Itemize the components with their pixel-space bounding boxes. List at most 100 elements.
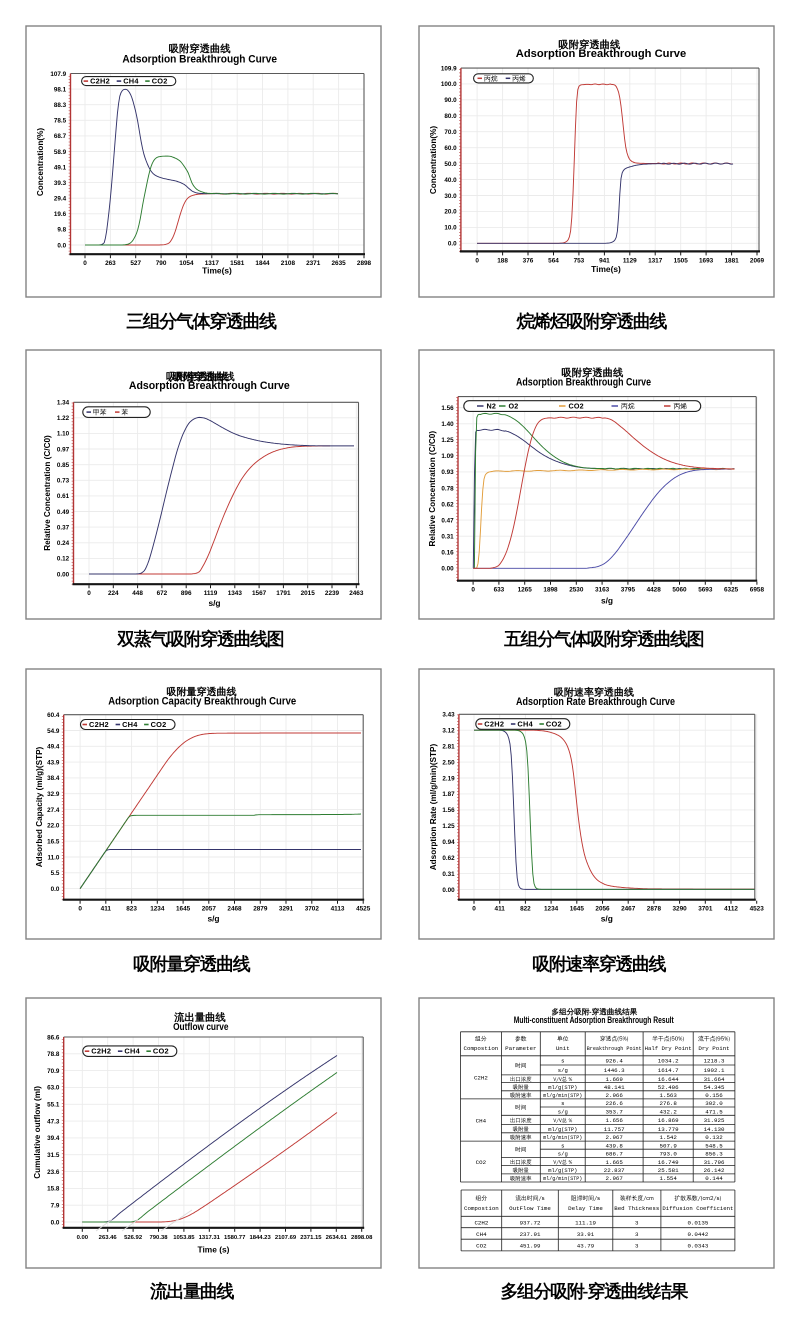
svg-text:1645: 1645	[176, 906, 191, 913]
svg-text:633: 633	[494, 587, 505, 594]
svg-text:1234: 1234	[544, 906, 559, 913]
svg-text:822: 822	[520, 906, 531, 913]
svg-text:98.1: 98.1	[54, 86, 67, 93]
svg-text:2878: 2878	[647, 906, 662, 913]
svg-text:276.8: 276.8	[659, 1100, 677, 1107]
svg-text:32.9: 32.9	[47, 791, 60, 798]
svg-text:s/g: s/g	[601, 914, 613, 924]
svg-text:1581: 1581	[230, 260, 245, 267]
svg-text:0.0442: 0.0442	[687, 1231, 708, 1238]
svg-text:38.4: 38.4	[47, 775, 60, 782]
svg-text:Relative Concentration (C/C0): Relative Concentration (C/C0)	[43, 435, 52, 551]
svg-text:55.1: 55.1	[47, 1102, 60, 1109]
svg-text:1317: 1317	[205, 260, 220, 267]
svg-text:Adsorption Rate Breakthrough C: Adsorption Rate Breakthrough Curve	[516, 696, 675, 708]
svg-text:107.9: 107.9	[50, 71, 66, 78]
svg-text:5693: 5693	[698, 587, 713, 594]
svg-text:548.5: 548.5	[705, 1142, 723, 1149]
svg-text:0.47: 0.47	[441, 517, 454, 524]
svg-text:0.31: 0.31	[442, 871, 455, 878]
svg-text:70.0: 70.0	[444, 129, 457, 136]
svg-text:C2H2: C2H2	[90, 77, 110, 86]
svg-text:1902.1: 1902.1	[704, 1067, 725, 1074]
svg-text:1.656: 1.656	[605, 1117, 623, 1124]
svg-text:70.9: 70.9	[47, 1068, 60, 1075]
svg-text:2.966: 2.966	[605, 1092, 623, 1099]
svg-text:CO2: CO2	[476, 1242, 487, 1249]
svg-text:1317.31: 1317.31	[199, 1235, 221, 1241]
svg-text:1.554: 1.554	[659, 1175, 677, 1182]
svg-text:78.5: 78.5	[54, 118, 67, 125]
svg-text:0.37: 0.37	[57, 524, 70, 531]
svg-text:Relative Concentration (C/C0): Relative Concentration (C/C0)	[428, 431, 437, 547]
svg-text:13.779: 13.779	[658, 1126, 679, 1133]
svg-text:ml/g/min(STP): ml/g/min(STP)	[543, 1176, 582, 1182]
svg-text:2635: 2635	[331, 260, 346, 267]
svg-text:86.6: 86.6	[47, 1034, 60, 1041]
svg-text:3702: 3702	[305, 906, 320, 913]
svg-text:2463: 2463	[349, 590, 364, 597]
svg-text:C2H2: C2H2	[89, 720, 109, 729]
svg-text:CO2: CO2	[476, 1159, 487, 1166]
svg-text:790.38: 790.38	[149, 1235, 168, 1241]
svg-text:1054: 1054	[179, 260, 194, 267]
svg-text:2.967: 2.967	[605, 1134, 623, 1141]
svg-text:50.0: 50.0	[444, 161, 457, 168]
svg-text:88.3: 88.3	[54, 102, 67, 109]
svg-text:Compostion: Compostion	[464, 1205, 499, 1212]
svg-text:80.0: 80.0	[444, 113, 457, 120]
svg-text:52.406: 52.406	[658, 1084, 679, 1091]
svg-text:Half Dry Point: Half Dry Point	[645, 1045, 692, 1052]
svg-text:0.73: 0.73	[57, 478, 70, 485]
svg-text:CO2: CO2	[546, 720, 562, 729]
svg-text:Multi-constituent Adsorption B: Multi-constituent Adsorption Breakthroug…	[514, 1015, 674, 1025]
svg-text:15.8: 15.8	[47, 1186, 60, 1193]
svg-text:Time(s): Time(s)	[591, 264, 621, 274]
svg-text:48.141: 48.141	[604, 1084, 625, 1091]
svg-text:Adsorbed Capacity (ml/g)(STP): Adsorbed Capacity (ml/g)(STP)	[35, 746, 44, 867]
svg-text:5.5: 5.5	[51, 870, 60, 877]
svg-text:43.79: 43.79	[577, 1242, 595, 1249]
svg-text:9.8: 9.8	[57, 227, 66, 234]
svg-text:Unit: Unit	[556, 1045, 570, 1052]
svg-text:0.0135: 0.0135	[687, 1219, 708, 1226]
svg-text:16.749: 16.749	[658, 1159, 679, 1166]
svg-text:33.91: 33.91	[577, 1231, 595, 1238]
svg-text:3: 3	[635, 1219, 639, 1226]
svg-text:Adsorption Breakthrough Curve: Adsorption Breakthrough Curve	[516, 377, 651, 389]
svg-text:Concentration(%): Concentration(%)	[429, 126, 438, 195]
svg-text:ml/g/min(STP): ml/g/min(STP)	[543, 1093, 582, 1099]
svg-text:Breakthrough Point: Breakthrough Point	[587, 1045, 642, 1052]
svg-text:451.99: 451.99	[520, 1242, 541, 1249]
svg-text:1119: 1119	[204, 590, 218, 597]
svg-text:C2H2: C2H2	[474, 1219, 488, 1226]
svg-text:2879: 2879	[253, 906, 268, 913]
svg-text:3290: 3290	[672, 906, 687, 913]
svg-text:63.0: 63.0	[47, 1085, 60, 1092]
svg-text:111.19: 111.19	[575, 1219, 596, 1226]
svg-text:1844.23: 1844.23	[249, 1235, 271, 1241]
svg-text:s/g: s/g	[558, 1108, 568, 1115]
svg-text:54.345: 54.345	[704, 1084, 725, 1091]
svg-text:3701: 3701	[698, 906, 713, 913]
svg-text:11.757: 11.757	[604, 1126, 625, 1133]
svg-text:1898: 1898	[543, 587, 558, 594]
svg-text:1.25: 1.25	[442, 823, 455, 830]
svg-text:CO2: CO2	[151, 720, 167, 729]
svg-text:0.0: 0.0	[57, 242, 66, 249]
svg-text:39.4: 39.4	[47, 1135, 60, 1142]
svg-text:31.5: 31.5	[47, 1152, 60, 1159]
svg-text:0.0343: 0.0343	[687, 1242, 708, 1249]
svg-text:2239: 2239	[325, 590, 340, 597]
svg-text:s/g: s/g	[208, 598, 220, 608]
svg-text:60.0: 60.0	[444, 145, 457, 152]
svg-text:263.46: 263.46	[99, 1235, 118, 1241]
svg-text:1.25: 1.25	[441, 437, 454, 444]
svg-text:0.12: 0.12	[57, 556, 70, 563]
svg-text:58.9: 58.9	[54, 149, 67, 156]
svg-text:C2H2: C2H2	[474, 1075, 488, 1082]
svg-text:31.925: 31.925	[704, 1117, 725, 1124]
svg-text:2371.15: 2371.15	[300, 1235, 322, 1241]
svg-text:564: 564	[548, 257, 559, 264]
svg-text:68.7: 68.7	[54, 133, 67, 140]
